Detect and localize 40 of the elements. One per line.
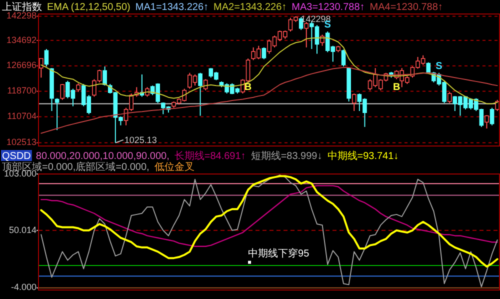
annotation: 1025.13 [124,135,157,146]
text: 低位金叉 [154,161,194,173]
candlestick [490,107,494,126]
candlestick [447,91,452,104]
series-label: 短期线=83.999↓ [250,150,322,162]
line-series [40,175,498,268]
text: MA4=1230.788↑ [370,2,443,13]
candlestick [102,66,107,86]
text: MA1=1343.226↑ [135,2,209,13]
candlestick [304,21,309,48]
annotation: B [244,82,252,93]
candlestick [352,93,356,112]
chart-title: 上证指数 [2,1,42,13]
text: MA3=1230.788↑ [292,2,365,13]
text: 中期线=93.741↓ [327,150,399,162]
candlestick [54,98,60,131]
y-tick-label: 118700 [7,86,36,96]
candlestick [341,49,346,67]
candlestick [262,46,266,60]
y-tick-label: 142298 [6,10,36,21]
candlestick [198,72,202,116]
candlestick [44,48,49,67]
chart-subtitle: EMA (12,12,50,50) [47,2,130,13]
y-tick-label: 110704 [7,111,36,122]
line-series [40,185,498,247]
y-tick-label: 126696 [6,60,36,70]
y-tick-label: 50.014 [8,224,36,235]
chart-subtitle: 80.000,20.000,10.000,90.000, [36,151,170,162]
y-tick-label: 102513 [6,137,36,148]
text: MA2=1343.226↑ [214,2,287,13]
annotation: S [436,61,443,72]
line-series [40,174,498,288]
candlestick [484,114,489,130]
text: 长期线=84.691↑ [174,150,246,162]
annotation: 中期线下穿95 [248,247,310,260]
chart-title: QSDD [2,151,31,162]
y-tick-label: 134692 [6,34,36,45]
candlestick [60,83,65,100]
y-tick-label: -4.000 [10,282,36,292]
annotation: B [392,82,400,93]
